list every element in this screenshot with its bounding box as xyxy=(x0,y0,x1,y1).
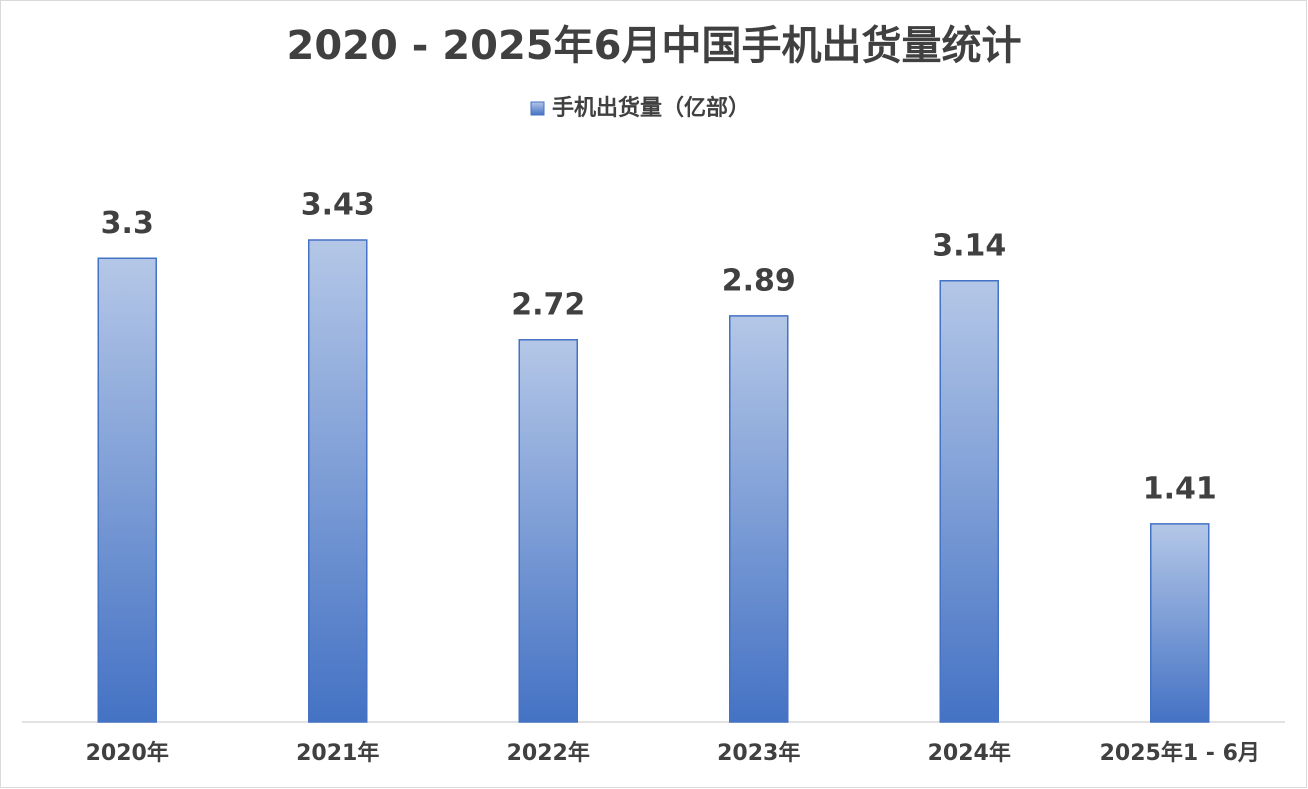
chart-title: 2020 - 2025年6月中国手机出货量统计 xyxy=(287,23,1022,69)
bar xyxy=(97,257,157,723)
x-tick-label: 2021年 xyxy=(296,740,379,766)
data-label: 3.3 xyxy=(101,206,154,241)
data-label: 3.14 xyxy=(932,228,1006,263)
bar xyxy=(308,239,368,723)
x-tick-label: 2024年 xyxy=(928,740,1011,766)
legend-label: 手机出货量（亿部） xyxy=(552,95,750,121)
x-tick-label: 2025年1 - 6月 xyxy=(1100,740,1260,766)
data-label: 1.41 xyxy=(1143,471,1217,506)
x-tick-label: 2020年 xyxy=(86,740,169,766)
x-tick-label: 2023年 xyxy=(717,740,800,766)
legend-swatch xyxy=(530,101,545,116)
data-label: 3.43 xyxy=(301,188,375,223)
data-label: 2.72 xyxy=(511,287,585,322)
bar xyxy=(1150,523,1210,723)
bar xyxy=(729,315,789,723)
x-tick-label: 2022年 xyxy=(507,740,590,766)
data-label: 2.89 xyxy=(722,263,796,298)
bar xyxy=(518,339,578,723)
bar xyxy=(939,280,999,723)
